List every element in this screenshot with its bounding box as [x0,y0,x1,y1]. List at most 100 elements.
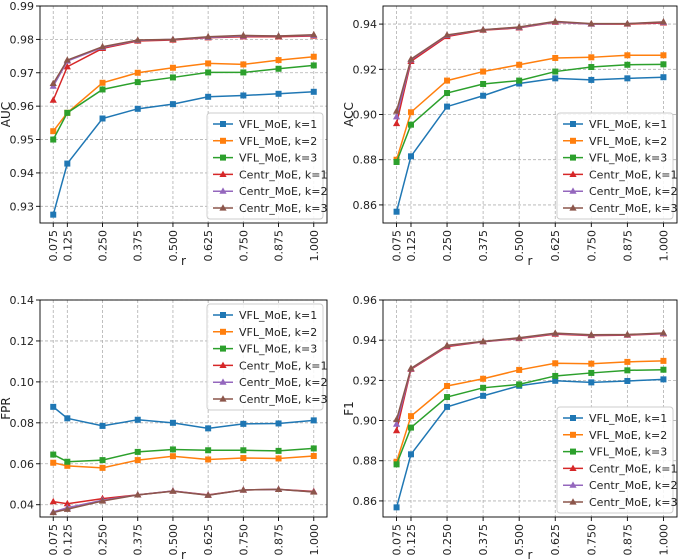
series-line [52,447,314,463]
data-point [239,486,247,493]
data-point [98,42,107,50]
y-tick-label: 0.90 [353,415,378,428]
data-point [407,364,415,371]
x-tick-label: 0.875 [273,230,286,262]
legend-marker [570,154,576,161]
x-axis-label: r [528,254,533,268]
series-Centr_MoE, k=3 [392,329,668,423]
data-point [479,25,487,33]
data-point [552,372,559,379]
legend-marker [220,137,226,144]
data-point [169,487,177,494]
data-point [480,92,487,99]
data-point [660,357,667,364]
data-point [480,68,487,75]
acc-chart: 0.86 0.88 0.90 0.92 0.94 0.075 0.125 0.250 0.375… [342,5,678,268]
series-Centr_MoE, k=3 [49,30,318,87]
data-point [63,505,71,512]
legend-label: VFL_MoE, k=3 [589,446,667,459]
data-point [64,458,71,465]
data-point [407,121,414,128]
legend-marker [219,170,227,177]
legend-label: VFL_MoE, k=3 [589,152,667,165]
legend-item: Centr_MoE, k=1 [563,168,678,181]
legend-label: Centr_MoE, k=2 [589,479,678,492]
data-point [660,376,667,383]
data-point [660,74,667,81]
x-axis-label: r [181,548,186,560]
legend-marker [569,187,577,194]
data-point [443,341,451,349]
data-point [515,23,523,30]
series-Centr_MoE, k=1 [392,18,668,127]
data-point [392,107,401,114]
data-point [444,394,451,401]
data-point [64,160,71,167]
data-point [99,115,106,122]
y-tick-label: 0.97 [10,67,35,80]
data-point [310,445,317,452]
legend-label: Centr_MoE, k=1 [239,359,328,372]
x-tick-label: 0.125 [61,230,74,262]
data-point [169,453,176,460]
legend-label: VFL_MoE, k=1 [589,118,667,131]
data-point [205,447,212,454]
data-point [134,69,141,76]
y-tick-label: 0.98 [10,33,35,46]
x-tick-label: 0.250 [441,230,454,262]
y-tick-label: 0.93 [10,200,35,213]
data-point [479,337,487,344]
data-point [587,19,595,27]
auc-legend: VFL_MoE, k=1 VFL_MoE, k=2 VFL_MoE, k=3 Cent… [206,112,328,220]
x-tick-label: 0.075 [391,230,404,262]
y-tick-label: 0.90 [353,109,378,122]
data-point [50,451,57,458]
data-point [169,64,176,71]
legend-marker [220,345,226,352]
fpr-axes-frame [39,299,328,518]
data-point [63,62,71,70]
legend-item: VFL_MoE, k=3 [563,446,667,459]
data-point [240,447,247,454]
data-point [310,53,317,60]
legend-label: Centr_MoE, k=3 [589,496,678,509]
data-point [64,109,71,116]
legend-marker [219,395,227,402]
x-axis-label: r [181,254,186,268]
data-point [516,61,523,68]
y-axis-label: F1 [342,401,356,416]
data-point [659,18,668,25]
data-point [275,90,282,97]
legend-label: VFL_MoE, k=2 [589,135,667,148]
series-line [395,21,664,124]
data-point [624,61,631,68]
data-point [310,488,318,495]
x-tick-label: 0.375 [132,524,145,556]
legend-marker [219,361,227,368]
legend-item: Centr_MoE, k=3 [213,393,328,406]
data-point [443,31,451,38]
data-point [444,403,451,410]
legend-box [556,406,674,514]
data-point [480,384,487,391]
data-point [240,69,247,76]
x-tick-label: 0.125 [405,230,418,262]
legend-item: VFL_MoE, k=1 [213,118,317,131]
legend-marker [220,328,226,335]
data-point [240,455,247,462]
data-point [169,35,177,42]
data-point [169,101,176,108]
data-point [134,457,141,464]
data-point [239,31,247,38]
data-point [551,329,559,336]
data-point [310,30,318,38]
x-tick-label: 1.000 [308,524,321,556]
data-point [624,358,631,365]
legend-item: VFL_MoE, k=2 [213,135,317,148]
data-point [99,86,106,93]
data-point [624,377,631,384]
x-tick-label: 0.250 [97,524,110,556]
legend-label: VFL_MoE, k=1 [239,309,317,322]
data-point [393,461,400,468]
y-tick-label: 0.94 [353,334,378,347]
